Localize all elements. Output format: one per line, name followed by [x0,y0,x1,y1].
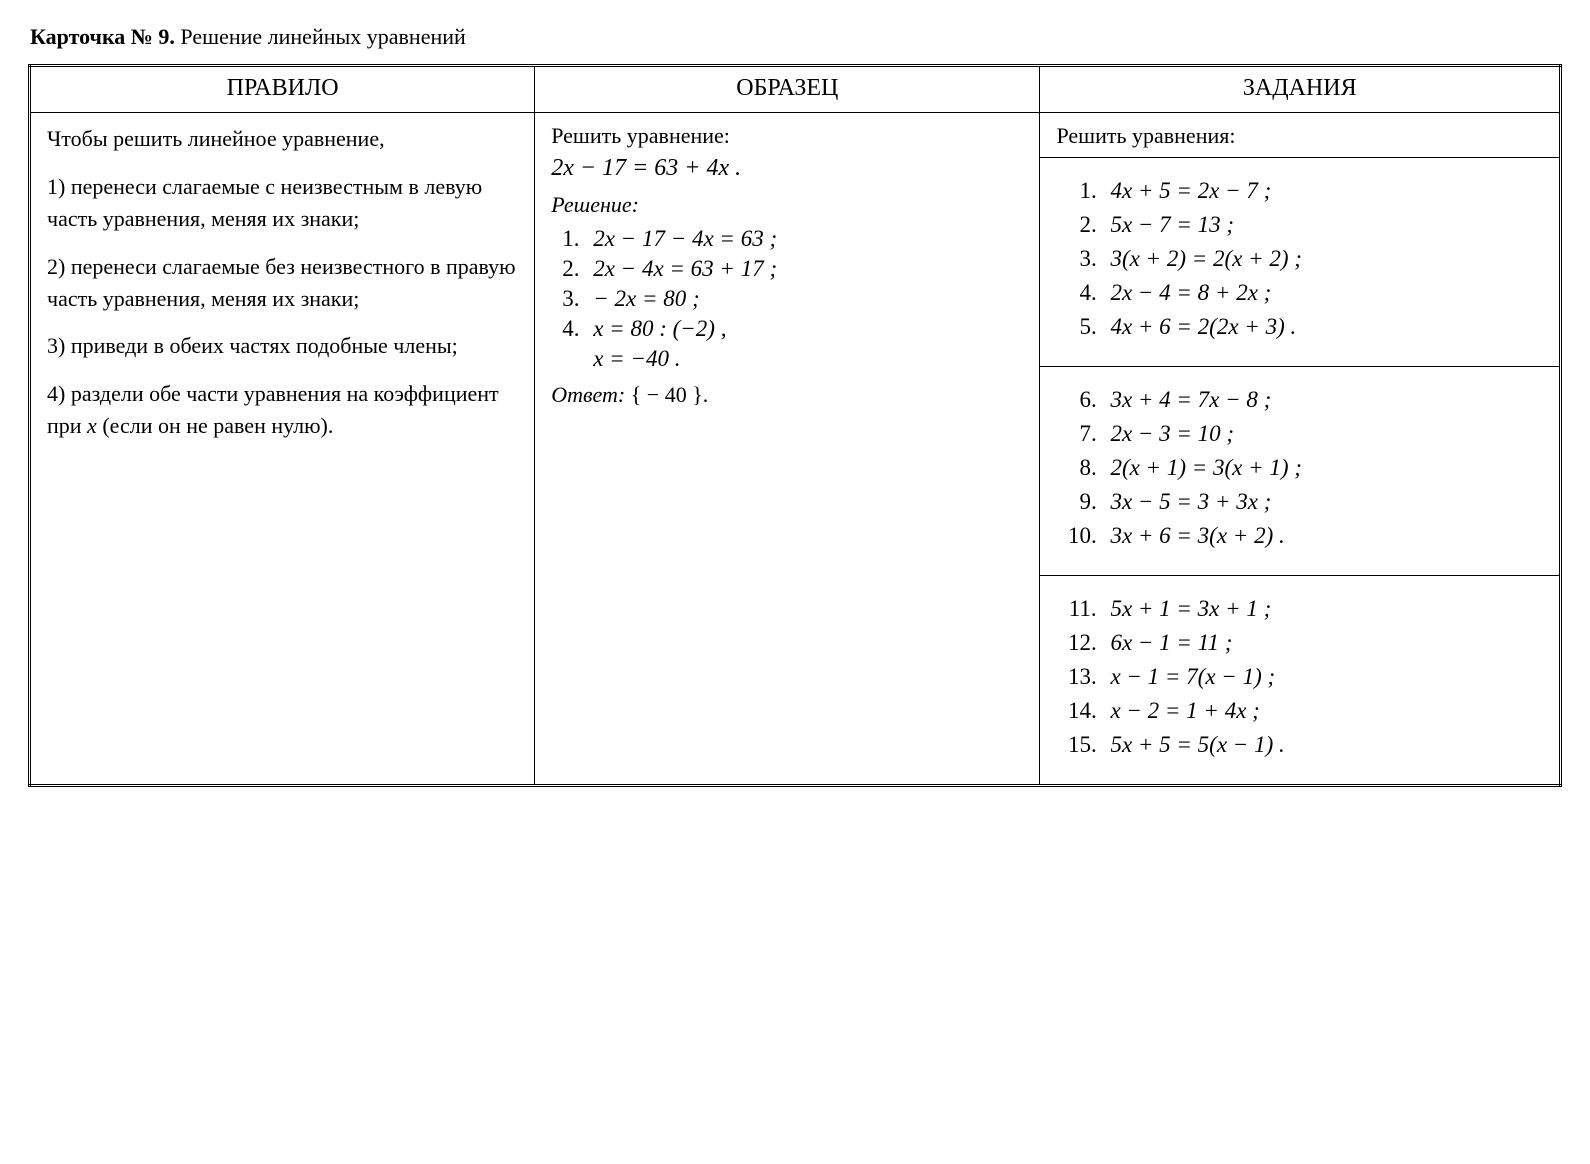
task-10: 3x + 6 = 3(x + 2) . [1102,523,1543,549]
title-rest: Решение линейных уравнений [175,24,466,49]
task-group-1: 4x + 5 = 2x − 7 ; 5x − 7 = 13 ; 3(x + 2)… [1040,158,1559,367]
task-7: 2x − 3 = 10 ; [1102,421,1543,447]
task-3: 3(x + 2) = 2(x + 2) ; [1102,246,1543,272]
task-8: 2(x + 1) = 3(x + 1) ; [1102,455,1543,481]
task-6: 3x + 4 = 7x − 8 ; [1102,387,1543,413]
sample-step-3: − 2x = 80 ; [585,286,1023,312]
rule-intro: Чтобы решить линейное уравнение, [47,123,518,155]
table-header-row: ПРАВИЛО ОБРАЗЕЦ ЗАДАНИЯ [30,66,1561,113]
rule-cell: Чтобы решить линейное уравнение, 1) пере… [30,113,535,786]
task-4: 2x − 4 = 8 + 2x ; [1102,280,1543,306]
sample-answer-label: Ответ: [551,382,625,407]
sample-solution-label: Решение: [551,192,1023,218]
task-9: 3x − 5 = 3 + 3x ; [1102,489,1543,515]
sample-steps: 2x − 17 − 4x = 63 ; 2x − 4x = 63 + 17 ; … [551,226,1023,342]
task-group-2: 3x + 4 = 7x − 8 ; 2x − 3 = 10 ; 2(x + 1)… [1040,367,1559,576]
task-15: 5x + 5 = 5(x − 1) . [1102,732,1543,758]
sample-equation: 2x − 17 = 63 + 4x . [551,155,1023,182]
title-prefix: Карточка № 9. [30,24,175,49]
task-12: 6x − 1 = 11 ; [1102,630,1543,656]
header-sample: ОБРАЗЕЦ [535,66,1040,113]
tasks-header: Решить уравнения: [1040,113,1559,158]
sample-answer-value: { − 40 }. [625,382,708,407]
sample-step-4: x = 80 : (−2) , [585,316,1023,342]
header-rule: ПРАВИЛО [30,66,535,113]
tasks-cell: Решить уравнения: 4x + 5 = 2x − 7 ; 5x −… [1040,113,1561,786]
sample-answer: Ответ: { − 40 }. [551,382,1023,408]
header-tasks: ЗАДАНИЯ [1040,66,1561,113]
rule-step-2: 2) перенеси слагаемые без неизвестного в… [47,251,518,315]
task-group-3: 5x + 1 = 3x + 1 ; 6x − 1 = 11 ; x − 1 = … [1040,576,1559,784]
sample-solve-label: Решить уравнение: [551,123,1023,149]
rule-step-1: 1) перенеси слагаемые с неизвестным в ле… [47,171,518,235]
sample-step-1: 2x − 17 − 4x = 63 ; [585,226,1023,252]
rule-step-3: 3) приведи в обеих частях подобные члены… [47,330,518,362]
task-5: 4x + 6 = 2(2x + 3) . [1102,314,1543,340]
page-title: Карточка № 9. Решение линейных уравнений [30,24,1562,50]
sample-step-2: 2x − 4x = 63 + 17 ; [585,256,1023,282]
table-body-row: Чтобы решить линейное уравнение, 1) пере… [30,113,1561,786]
rule-step-4: 4) раздели обе части уравнения на коэффи… [47,378,518,442]
task-11: 5x + 1 = 3x + 1 ; [1102,596,1543,622]
sample-step-4b: x = −40 . [593,346,1023,372]
rule-step-4var: x [87,413,97,438]
sample-cell: Решить уравнение: 2x − 17 = 63 + 4x . Ре… [535,113,1040,786]
task-14: x − 2 = 1 + 4x ; [1102,698,1543,724]
worksheet-table: ПРАВИЛО ОБРАЗЕЦ ЗАДАНИЯ Чтобы решить лин… [28,64,1562,787]
rule-step-4b: (если он не равен нулю). [97,413,334,438]
task-1: 4x + 5 = 2x − 7 ; [1102,178,1543,204]
task-13: x − 1 = 7(x − 1) ; [1102,664,1543,690]
task-2: 5x − 7 = 13 ; [1102,212,1543,238]
